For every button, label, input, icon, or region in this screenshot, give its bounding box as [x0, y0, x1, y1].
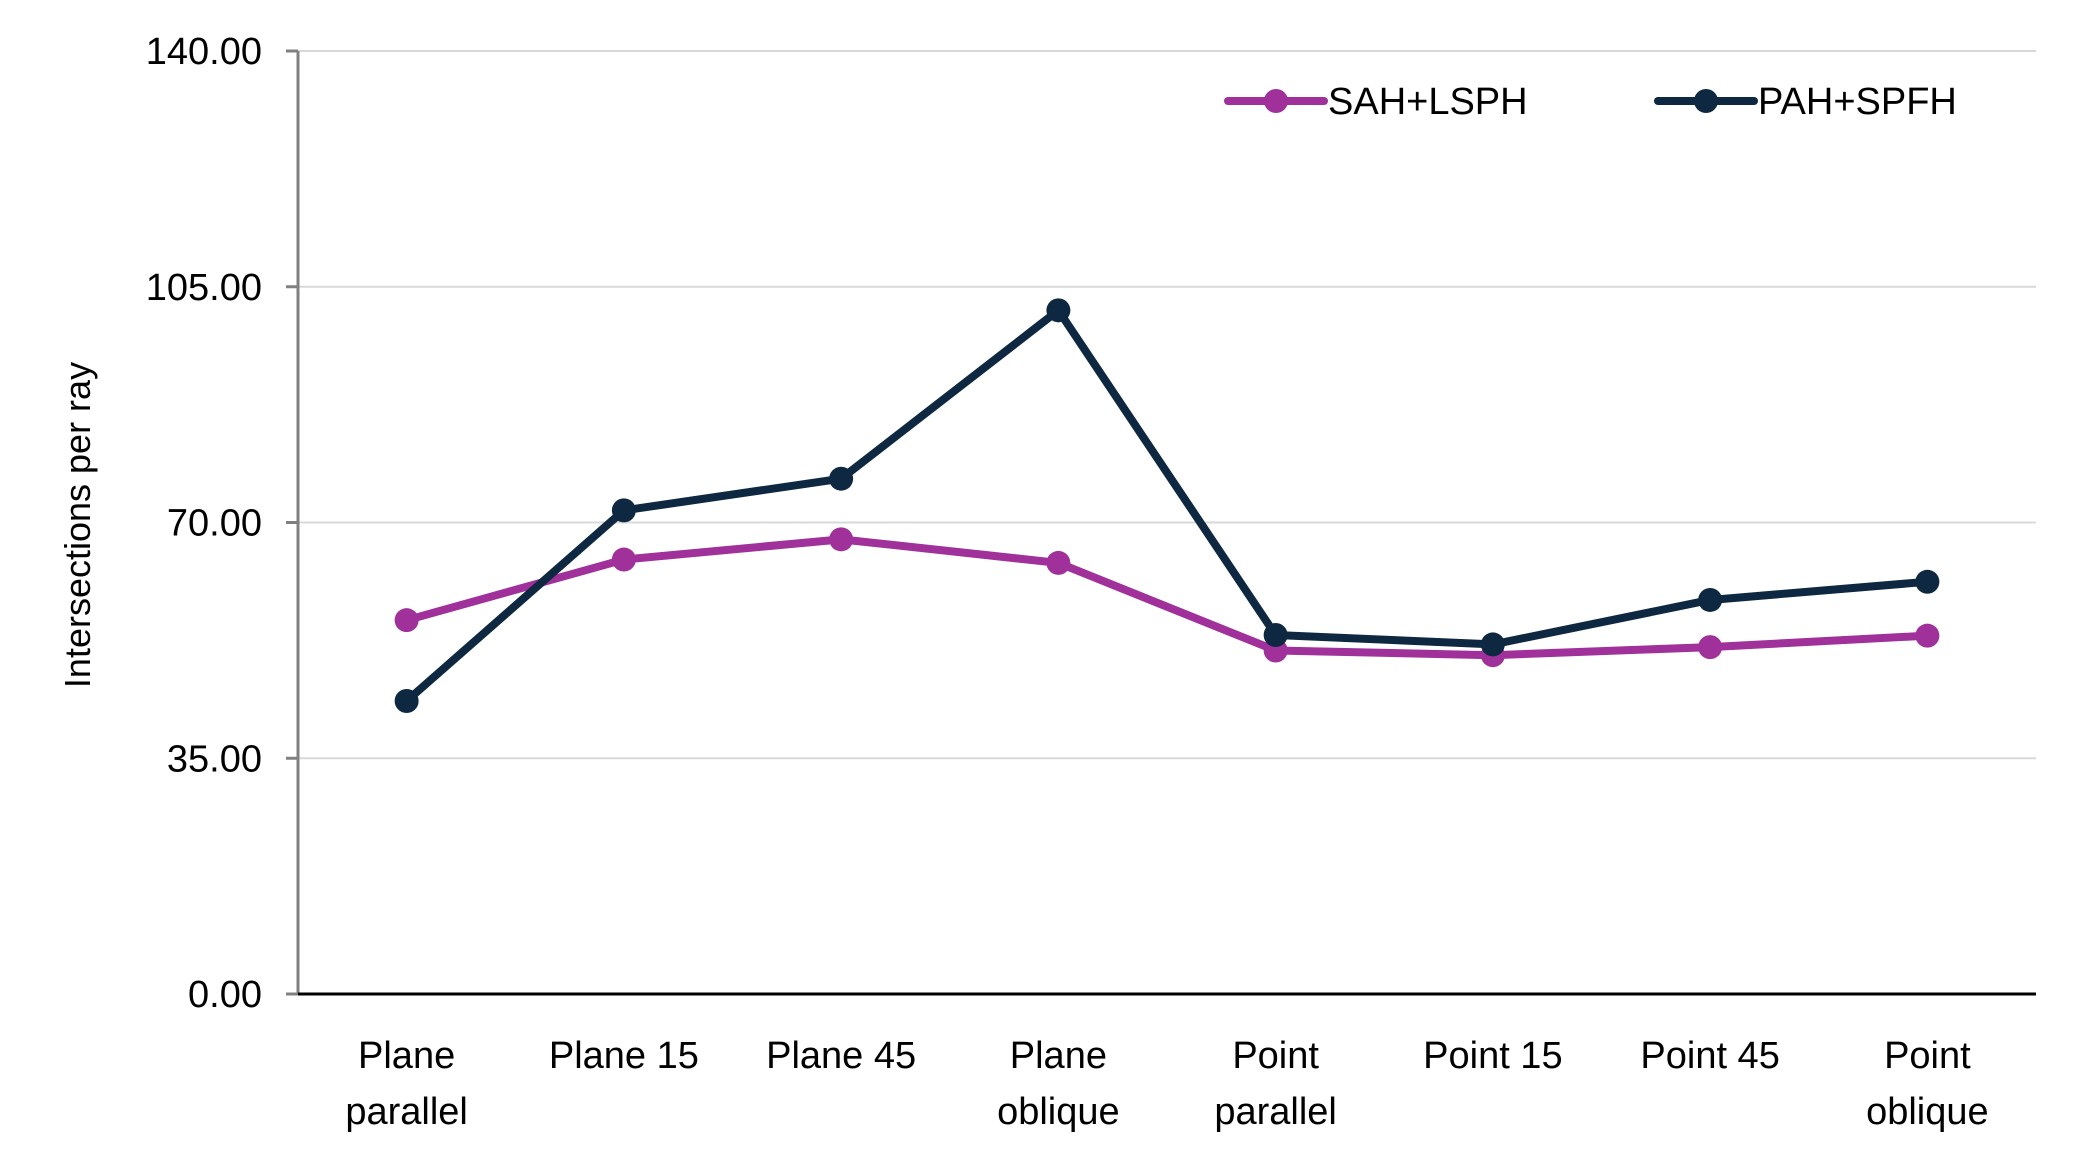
data-point	[1698, 635, 1723, 660]
x-tick-label: Point oblique	[1866, 1035, 1989, 1133]
y-tick-label: 70.00	[167, 503, 262, 545]
data-point	[1698, 587, 1723, 612]
x-tick-labels: Plane parallel Plane 15 Plane 45 Plane obliqu…	[345, 1035, 1988, 1133]
series-sah-lsph	[394, 527, 1940, 668]
x-tick-label: Plane 45	[766, 1035, 916, 1077]
legend: SAH+LSPH PAH+SPFH	[1224, 81, 1957, 123]
data-point	[1915, 623, 1940, 648]
data-point	[829, 527, 854, 552]
legend-marker	[1264, 89, 1288, 113]
data-point	[1046, 298, 1071, 323]
data-point	[394, 688, 419, 713]
x-tick-label: Plane 15	[549, 1035, 699, 1077]
x-tick-label: Point 45	[1640, 1035, 1779, 1077]
legend-marker	[1694, 89, 1718, 113]
y-tick-labels: 0.00 35.00 70.00 105.00 140.00	[146, 31, 262, 1016]
series-line	[402, 535, 1932, 660]
data-point	[829, 466, 854, 491]
data-point	[1046, 550, 1071, 575]
y-axis-title: Intersections per ray	[57, 362, 98, 688]
x-tick-label: Point 15	[1423, 1035, 1562, 1077]
y-tick-label: 140.00	[146, 31, 262, 73]
x-tick-label: Point parallel	[1214, 1035, 1337, 1133]
legend-item: PAH+SPFH	[1654, 81, 1957, 123]
series-pah-spfh	[394, 298, 1940, 713]
x-tick-label: Plane parallel	[345, 1035, 468, 1133]
legend-label: PAH+SPFH	[1758, 81, 1957, 123]
data-point	[1480, 632, 1505, 657]
data-point	[1915, 569, 1940, 594]
legend-item: SAH+LSPH	[1224, 81, 1528, 123]
axes	[286, 49, 2036, 996]
series-line	[402, 306, 1932, 705]
data-point	[1263, 622, 1288, 647]
y-tick-label: 105.00	[146, 267, 262, 309]
y-tick-label: 0.00	[188, 974, 262, 1016]
y-tick-label: 35.00	[167, 738, 262, 780]
gridlines	[298, 50, 2036, 760]
data-series	[394, 298, 1940, 713]
legend-label: SAH+LSPH	[1328, 81, 1528, 123]
data-point	[611, 547, 636, 572]
data-point	[611, 498, 636, 523]
x-tick-label: Plane oblique	[997, 1035, 1120, 1133]
data-point	[394, 608, 419, 633]
